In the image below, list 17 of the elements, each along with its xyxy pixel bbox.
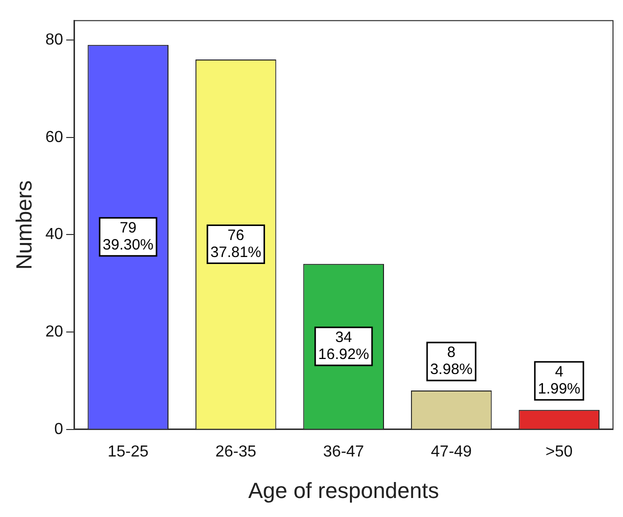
x-tick-label: 47-49 [430, 443, 472, 460]
data-label: 79 39.30% [102, 220, 154, 254]
y-tick-label: 40 [45, 226, 64, 244]
y-tick-label: 0 [54, 420, 64, 438]
y-axis-title: Numbers [11, 180, 36, 270]
x-tick-label: 36-47 [323, 443, 364, 460]
y-tick-label: 20 [45, 323, 64, 340]
y-tick-label: 60 [45, 128, 64, 146]
data-label: 4 1.99% [538, 364, 580, 398]
x-tick-label: 26-35 [215, 443, 256, 460]
x-tick-label: >50 [546, 443, 573, 460]
y-tick-label: 80 [45, 31, 64, 48]
data-label: 8 3.98% [430, 344, 473, 378]
data-label: 34 16.92% [318, 329, 370, 364]
data-label: 76 37.81% [210, 226, 262, 261]
x-axis-title: Age of respondents [248, 478, 440, 503]
x-tick-label: 15-25 [108, 443, 149, 460]
